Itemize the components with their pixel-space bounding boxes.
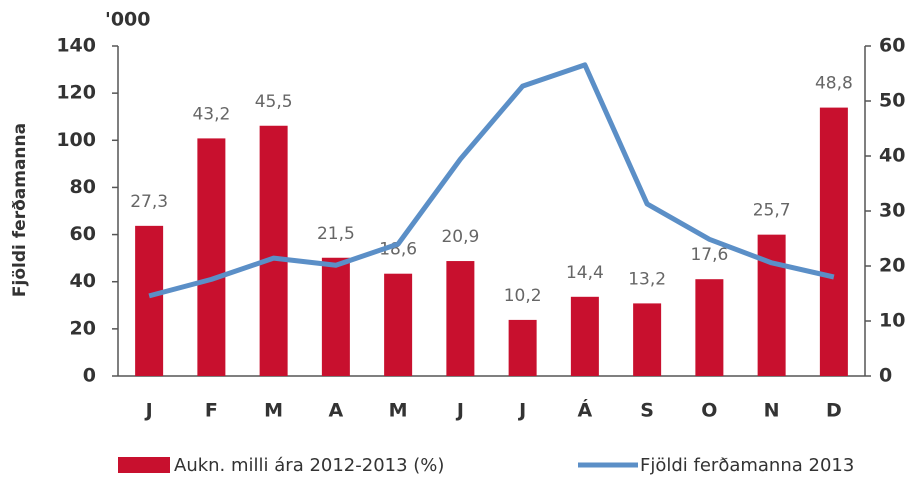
y-axis-label: Fjöldi ferðamanna xyxy=(10,123,30,297)
x-tick-label: M xyxy=(264,400,283,422)
bar xyxy=(757,234,786,376)
x-tick-label: D xyxy=(826,400,842,422)
value-label: 13,2 xyxy=(628,269,666,289)
legend-label: Aukn. milli ára 2012-2013 (%) xyxy=(174,455,444,476)
bar xyxy=(695,279,724,376)
y-unit: '000 xyxy=(105,9,150,31)
value-label: 48,8 xyxy=(815,74,853,94)
x-tick-label: J xyxy=(455,400,464,422)
y2-tick-label: 60 xyxy=(879,35,905,57)
y2-tick-label: 0 xyxy=(879,365,892,387)
value-label: 14,4 xyxy=(566,263,604,283)
value-label: 43,2 xyxy=(192,104,230,124)
y-tick-label: 120 xyxy=(56,82,96,104)
x-tick-label: N xyxy=(764,400,780,422)
bar xyxy=(570,296,599,376)
bar xyxy=(135,225,164,376)
bar xyxy=(384,273,413,376)
legend-swatch xyxy=(118,457,170,473)
y-tick-label: 20 xyxy=(70,317,96,339)
legend-label: Fjöldi ferðamanna 2013 xyxy=(640,455,854,476)
bar xyxy=(446,261,475,376)
bar xyxy=(321,257,350,376)
y2-tick-label: 50 xyxy=(879,90,905,112)
y-tick-label: 100 xyxy=(56,129,96,151)
value-label: 17,6 xyxy=(690,245,728,265)
bar xyxy=(508,319,537,376)
value-label: 45,5 xyxy=(255,92,293,112)
x-tick-label: J xyxy=(517,400,526,422)
bar xyxy=(819,107,848,376)
value-label: 25,7 xyxy=(753,201,791,221)
x-tick-label: A xyxy=(329,400,344,422)
x-tick-label: Á xyxy=(578,399,593,422)
y-tick-label: 0 xyxy=(83,365,96,387)
value-label: 21,5 xyxy=(317,224,355,244)
x-tick-label: O xyxy=(701,400,717,422)
x-tick-label: J xyxy=(144,400,153,422)
bar xyxy=(197,138,226,376)
y-tick-label: 60 xyxy=(70,223,96,245)
y2-tick-label: 20 xyxy=(879,255,905,277)
y2-tick-label: 30 xyxy=(879,200,905,222)
y-tick-label: 40 xyxy=(70,270,96,292)
y2-tick-label: 10 xyxy=(879,310,905,332)
value-label: 20,9 xyxy=(441,227,479,247)
bar xyxy=(633,303,662,376)
line xyxy=(148,62,835,299)
x-tick-label: F xyxy=(205,400,218,422)
bar xyxy=(259,125,288,376)
y-tick-label: 80 xyxy=(70,176,96,198)
value-label: 27,3 xyxy=(130,192,168,212)
x-tick-label: S xyxy=(640,400,654,422)
value-label: 10,2 xyxy=(504,286,542,306)
y-tick-label: 140 xyxy=(56,35,96,57)
y2-tick-label: 40 xyxy=(879,145,905,167)
x-tick-label: M xyxy=(389,400,408,422)
